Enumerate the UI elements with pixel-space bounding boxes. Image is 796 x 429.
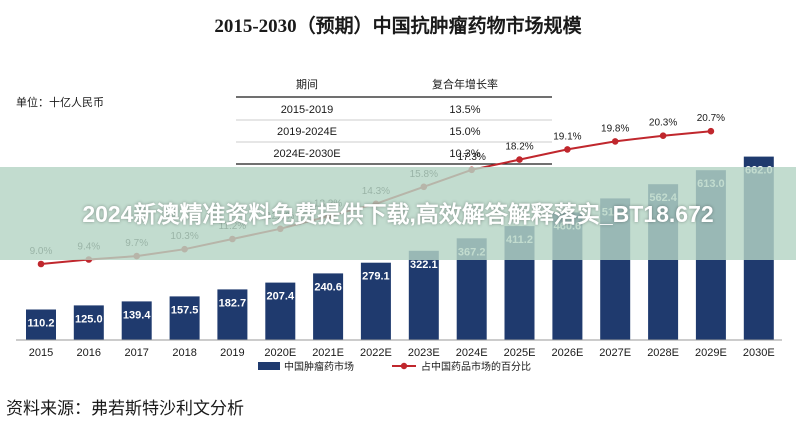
bar — [121, 301, 152, 340]
x-tick-label: 2028E — [647, 347, 679, 359]
bar — [217, 289, 248, 340]
x-tick-label: 2017 — [124, 347, 148, 359]
bar — [169, 296, 200, 340]
bar-value-label: 207.4 — [267, 291, 295, 303]
x-tick-label: 2024E — [456, 347, 488, 359]
x-tick-label: 2029E — [695, 347, 727, 359]
unit-label: 单位：十亿人民币 — [16, 95, 104, 109]
table-row-period: 2015-2019 — [281, 104, 334, 116]
percent-point — [707, 127, 715, 135]
x-tick-label: 2023E — [408, 347, 440, 359]
x-tick-label: 2027E — [599, 347, 631, 359]
table-row-cagr: 13.5% — [449, 104, 480, 116]
x-tick-label: 2015 — [29, 347, 53, 359]
percent-point — [516, 156, 523, 163]
bar — [360, 262, 391, 340]
bar — [265, 282, 296, 340]
percent-value-label: 20.7% — [697, 113, 725, 124]
table-header-cagr: 复合年增长率 — [432, 77, 498, 91]
x-tick-label: 2019 — [220, 347, 244, 359]
table-row-cagr: 15.0% — [449, 126, 480, 138]
bar-value-label: 240.6 — [314, 281, 342, 293]
x-tick-label: 2018 — [172, 347, 196, 359]
percent-value-label: 19.1% — [553, 131, 581, 142]
chart-title: 2015-2030（预期）中国抗肿瘤药物市场规模 — [214, 14, 582, 37]
x-tick-label: 2022E — [360, 347, 392, 359]
table-row-period: 2024E-2030E — [273, 148, 340, 160]
x-tick-label: 2026E — [551, 347, 583, 359]
x-axis: 2015 2016 2017 2018 2019 2020E 2021E 2022E 2023E… — [29, 347, 775, 359]
percent-value-label: 19.8% — [601, 123, 629, 134]
x-tick-label: 2021E — [312, 347, 344, 359]
percent-value-label: 18.2% — [505, 142, 533, 153]
percent-value-label: 17.3% — [458, 152, 486, 163]
x-tick-label: 2025E — [504, 347, 536, 359]
bar-value-label: 157.5 — [171, 304, 199, 316]
percent-point — [659, 132, 667, 139]
legend-swatch-bar — [258, 362, 280, 370]
bar — [73, 305, 104, 340]
table-header-period: 期间 — [296, 78, 318, 91]
bar — [26, 309, 56, 340]
legend-label-line: 占中国药品市场的百分比 — [421, 360, 531, 373]
bar-value-label: 322.1 — [410, 259, 438, 271]
bar — [408, 250, 439, 340]
x-tick-label: 2020E — [264, 347, 296, 359]
legend: 中国肿瘤药市场 占中国药品市场的百分比 — [258, 360, 531, 373]
bar-value-label: 125.0 — [75, 313, 103, 325]
x-tick-label: 2030E — [743, 347, 775, 359]
percent-point — [611, 138, 619, 145]
bar-value-label: 279.1 — [362, 271, 390, 283]
bar-value-label: 139.4 — [123, 309, 151, 321]
bar — [313, 273, 344, 340]
legend-swatch-marker — [400, 362, 408, 370]
legend-label-bar: 中国肿瘤药市场 — [284, 360, 354, 373]
percent-point — [37, 260, 45, 268]
overlay-banner: 2024新澳精准资料免费提供下载,高效解答解释落实_BT18.672 — [0, 167, 796, 260]
bar-value-label: 182.7 — [219, 297, 247, 309]
overlay-banner-text: 2024新澳精准资料免费提供下载,高效解答解释落实_BT18.672 — [82, 200, 714, 227]
percent-point — [564, 146, 571, 153]
bar-value-label: 110.2 — [28, 318, 55, 330]
source-note: 资料来源：弗若斯特沙利文分析 — [6, 399, 244, 418]
table-row-cagr: 10.3% — [449, 148, 480, 160]
percent-value-label: 20.3% — [649, 118, 677, 129]
x-tick-label: 2016 — [77, 347, 101, 359]
table-row-period: 2019-2024E — [277, 126, 337, 138]
cagr-table: 期间 复合年增长率 2015-2019 13.5% 2019-2024E 15.… — [236, 77, 552, 165]
